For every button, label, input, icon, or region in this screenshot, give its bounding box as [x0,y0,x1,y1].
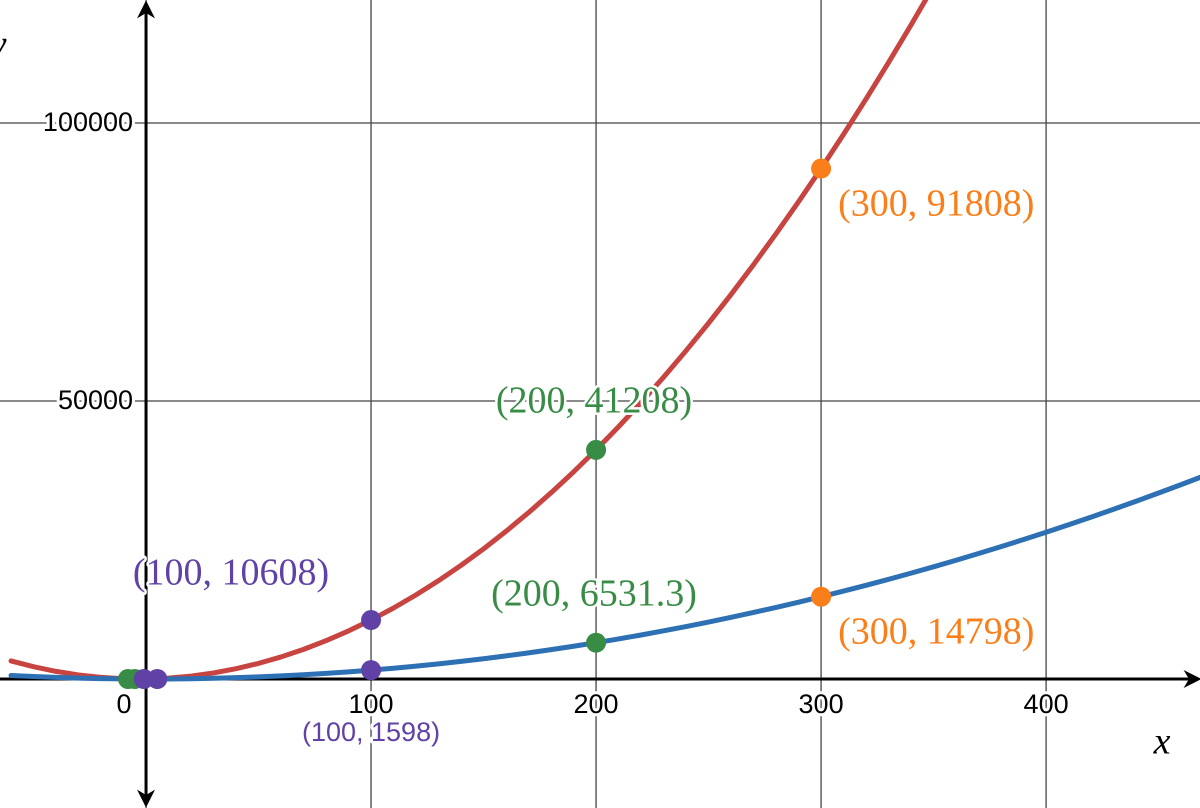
point [147,669,168,690]
y-axis-title: y [0,24,7,66]
x-tick-label: 200 [574,689,619,719]
point [586,439,607,460]
x-tick-label: 300 [799,689,844,719]
point-label: (300, 14798) [838,610,1034,652]
point [586,632,607,653]
point [811,586,832,607]
point-label: (100, 10608) [133,552,329,594]
point-label: (200, 6531.3) [491,572,697,614]
x-tick-label: 100 [349,689,394,719]
point [361,660,382,681]
point [811,158,832,179]
point-label: (200, 41208) [496,380,692,422]
point-label: (100, 1598) [302,717,440,747]
labels: 0 100 200 300 400 50000 100000 (100, 10608) (100… [40,104,1072,750]
curve [8,474,1200,682]
point [361,610,382,631]
y-tick-label: 50000 [58,385,133,415]
point-label: (300, 91808) [838,182,1034,224]
x-axis-title: x [1153,721,1171,763]
y-tick-label: 100000 [43,107,133,137]
x-tick-label: 0 [117,689,132,719]
x-tick-label: 400 [1024,689,1069,719]
